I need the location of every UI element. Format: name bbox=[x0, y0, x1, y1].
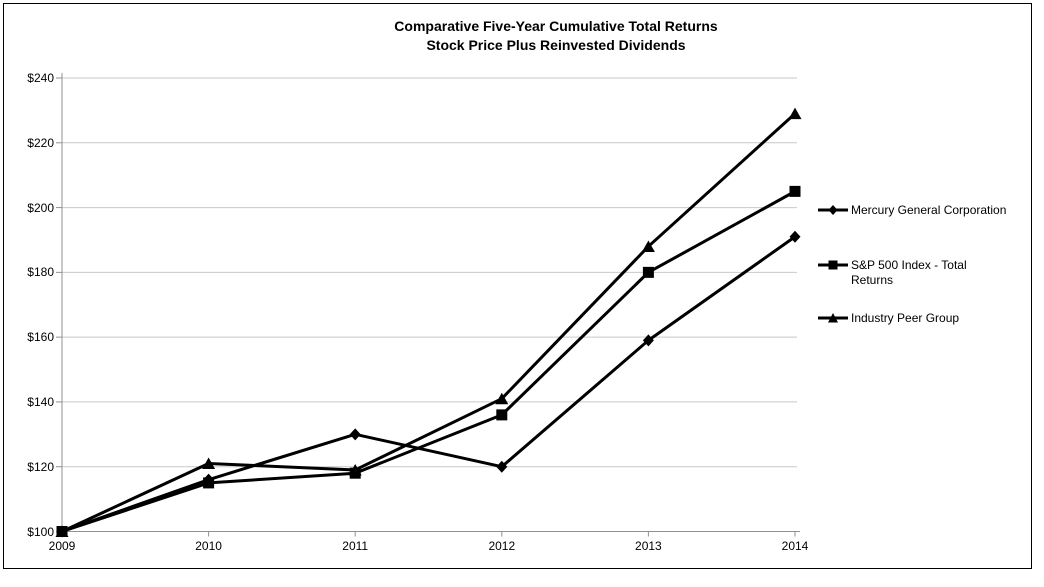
marker-square-s-p-500-index-total-returns bbox=[203, 477, 215, 489]
marker-square-s-p-500-index-total-returns bbox=[642, 266, 654, 278]
series-line-s-p-500-index-total-returns bbox=[60, 189, 797, 533]
x-axis-tick-label: 2009 bbox=[48, 539, 76, 553]
y-axis-tick-label: $100 bbox=[27, 524, 54, 539]
marker-diamond-mercury-general-corporation bbox=[789, 230, 801, 243]
series-line-mercury-general-corporation bbox=[60, 235, 797, 533]
y-axis-tick-label: $160 bbox=[27, 330, 54, 345]
y-axis-tick-label: $180 bbox=[27, 265, 54, 280]
legend-entry-mercury-general: Mercury General Corporation bbox=[818, 203, 1044, 218]
legend-label: Mercury General Corporation bbox=[851, 203, 1007, 217]
legend-entry-sp500: S&P 500 Index - Total Returns bbox=[818, 258, 1001, 288]
x-axis-tick-label: 2013 bbox=[635, 539, 662, 553]
x-axis-tick-label: 2014 bbox=[781, 539, 809, 553]
legend-label: Industry Peer Group bbox=[851, 311, 960, 325]
marker-diamond-mercury-general-corporation bbox=[496, 460, 508, 473]
x-axis-tick-label: 2010 bbox=[195, 539, 222, 553]
chart-title-block: Comparative Five-Year Cumulative Total R… bbox=[226, 17, 886, 55]
marker-square-s-p-500-index-total-returns bbox=[496, 409, 508, 421]
chart-title: Comparative Five-Year Cumulative Total R… bbox=[394, 18, 718, 34]
marker-diamond-mercury-general-corporation bbox=[642, 334, 654, 347]
y-axis-tick-label: $220 bbox=[27, 135, 54, 150]
chart-border-frame bbox=[3, 3, 1032, 569]
square-marker-icon bbox=[818, 260, 848, 270]
diamond-marker-icon bbox=[818, 205, 848, 215]
marker-square-s-p-500-index-total-returns bbox=[56, 526, 68, 537]
y-axis-tick-label: $120 bbox=[27, 459, 54, 474]
chart-subtitle: Stock Price Plus Reinvested Dividends bbox=[426, 37, 686, 53]
marker-triangle-industry-peer-group bbox=[788, 107, 802, 120]
marker-triangle-industry-peer-group bbox=[202, 457, 216, 469]
legend-label: S&P 500 Index - Total Returns bbox=[851, 258, 967, 287]
y-axis-tick-label: $240 bbox=[27, 71, 54, 85]
marker-triangle-industry-peer-group bbox=[495, 392, 509, 405]
marker-diamond-mercury-general-corporation bbox=[349, 428, 361, 441]
series-line-industry-peer-group bbox=[60, 112, 797, 533]
x-axis-tick-label: 2012 bbox=[488, 539, 516, 553]
marker-triangle-industry-peer-group bbox=[641, 240, 655, 252]
y-axis-tick-label: $200 bbox=[27, 200, 54, 215]
triangle-marker-icon bbox=[818, 313, 848, 323]
legend-entry-industry-peer-group: Industry Peer Group bbox=[818, 311, 1044, 326]
x-axis-tick-label: 2011 bbox=[342, 539, 369, 553]
y-axis-tick-label: $140 bbox=[27, 394, 54, 409]
marker-square-s-p-500-index-total-returns bbox=[349, 467, 361, 479]
marker-square-s-p-500-index-total-returns bbox=[789, 185, 801, 197]
